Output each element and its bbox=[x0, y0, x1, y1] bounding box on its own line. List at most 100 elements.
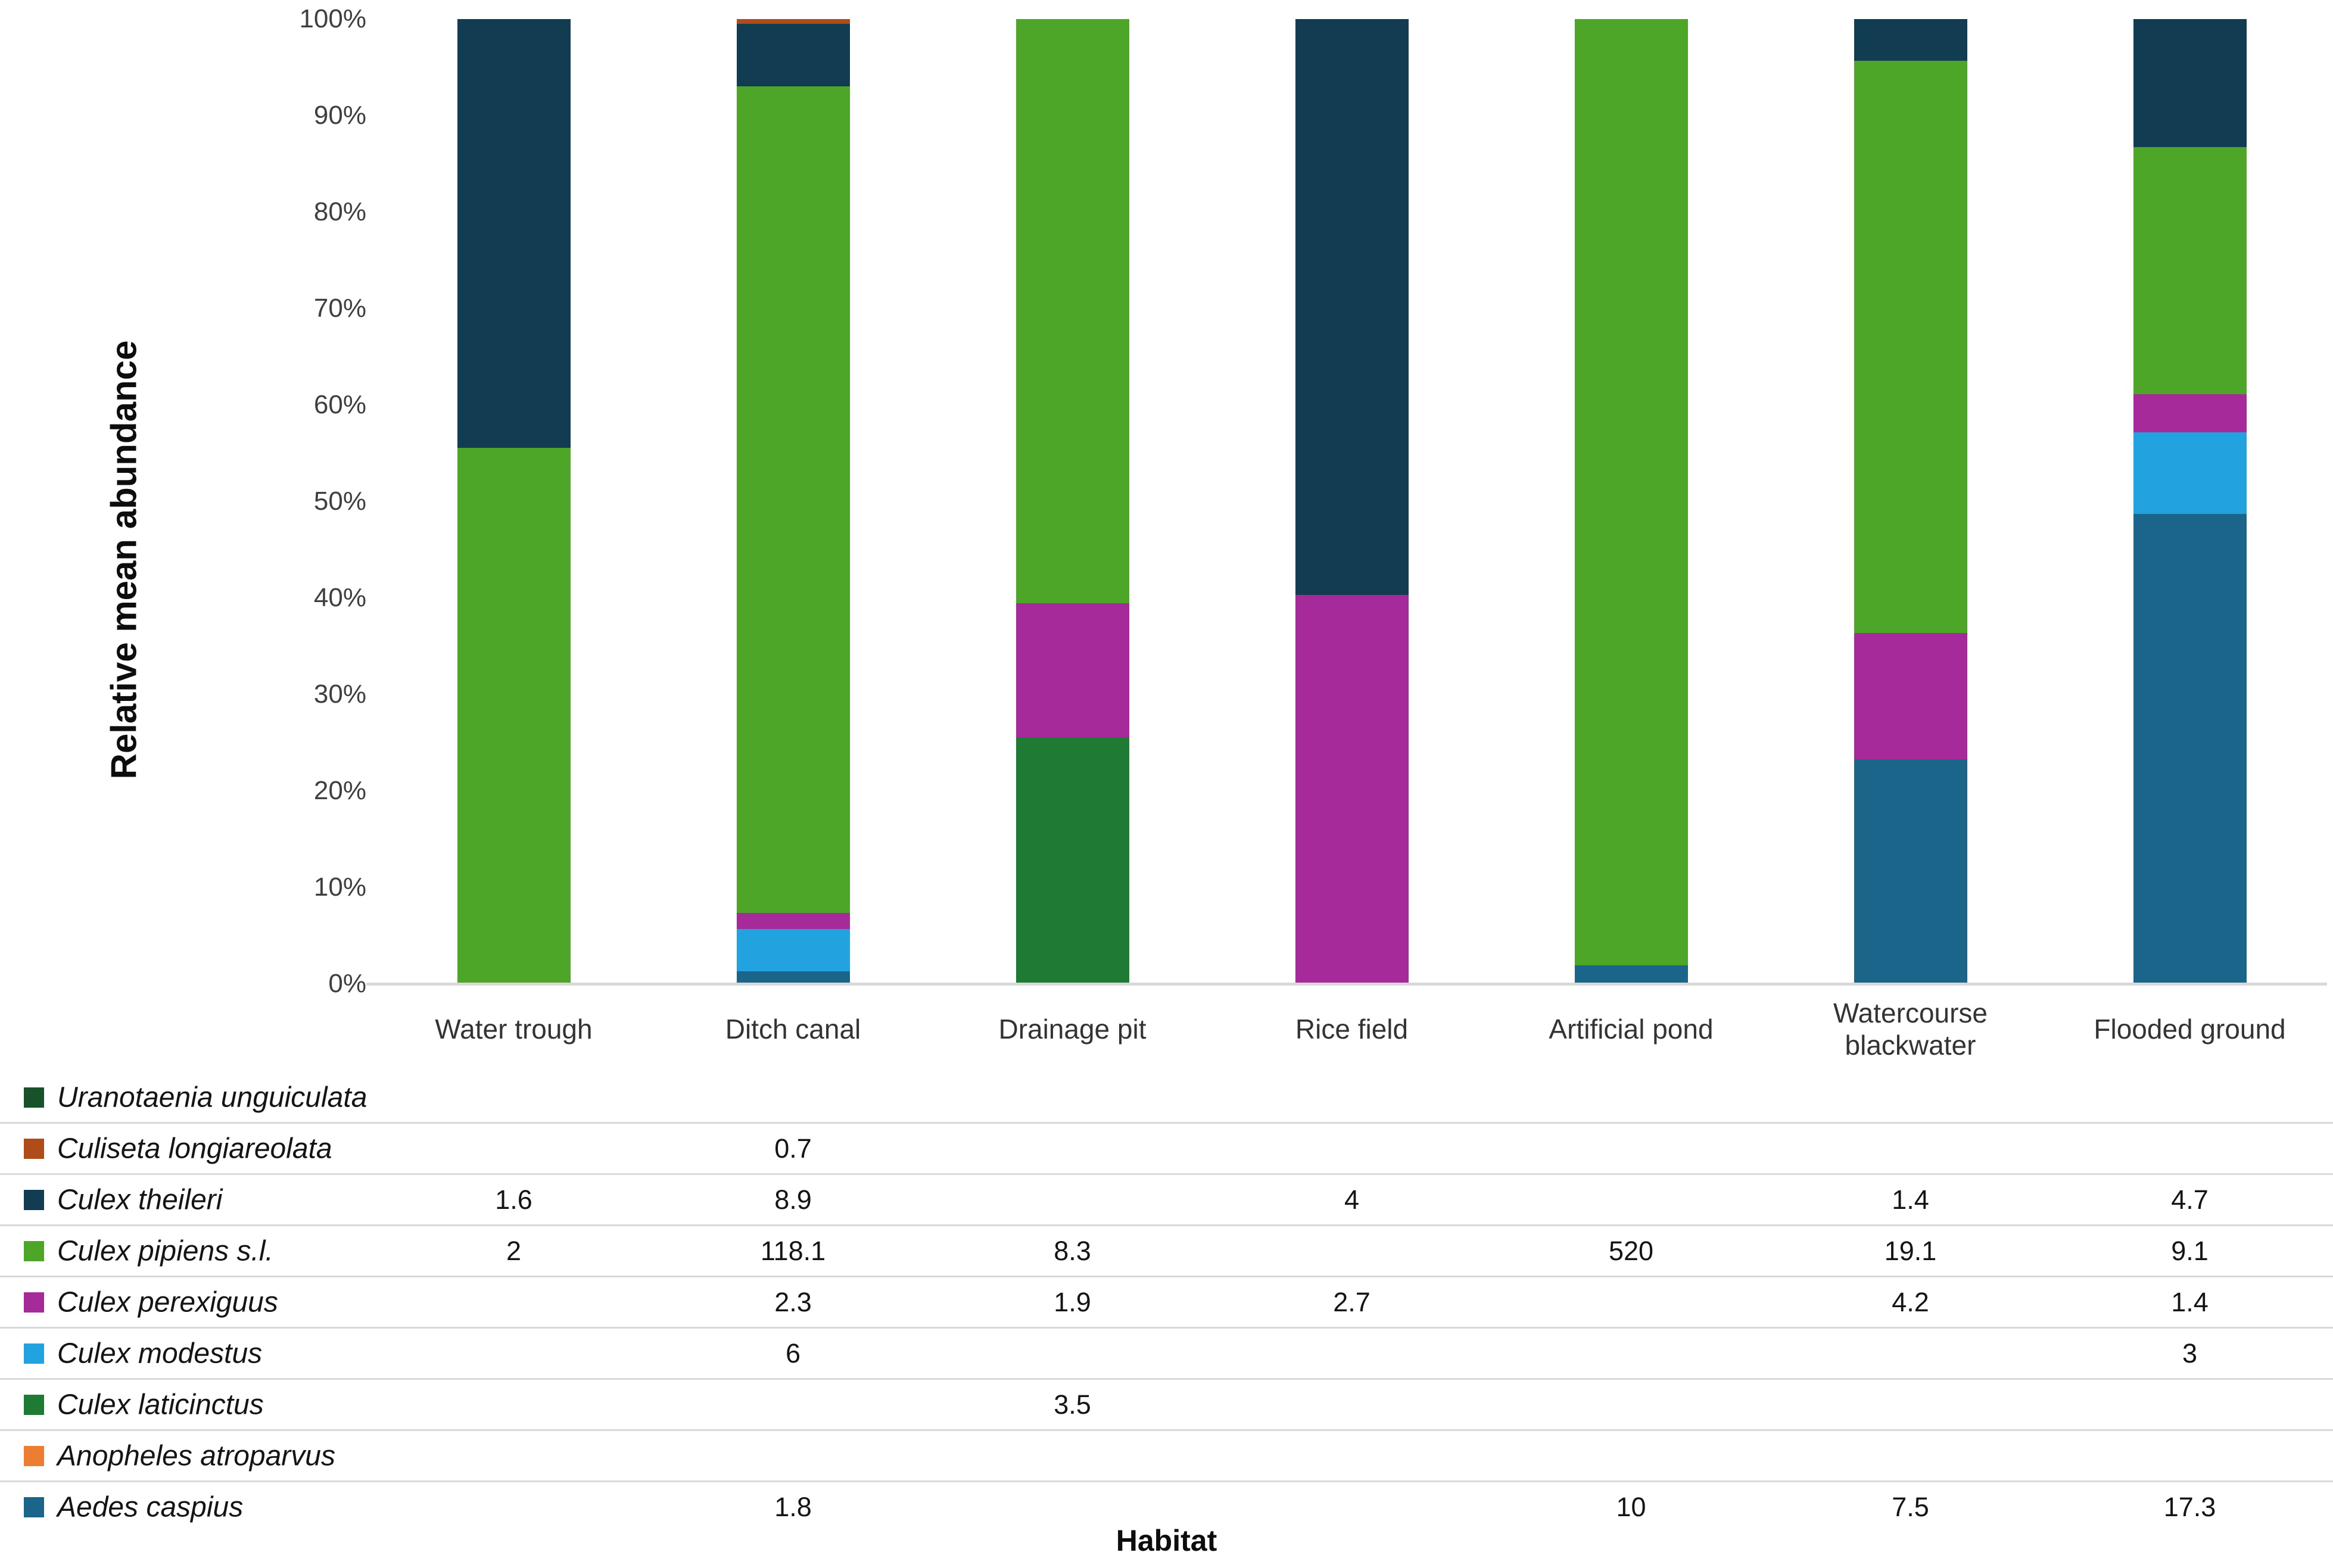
species-name: Uranotaenia unguiculata bbox=[57, 1081, 367, 1113]
value-cell: 8.3 bbox=[1054, 1235, 1091, 1266]
legend-row: Culex pipiens s.l. 2 118.1 8.3 520 19.1 9.1 bbox=[0, 1226, 2333, 1277]
bar-segment bbox=[1574, 19, 1688, 966]
species-name: Culiseta longiareolata bbox=[57, 1133, 332, 1164]
bar-segment bbox=[1295, 19, 1409, 596]
legend-swatch bbox=[24, 1343, 44, 1364]
x-axis-label: Flooded ground bbox=[2094, 1013, 2286, 1045]
bar-segment bbox=[1854, 19, 1967, 61]
value-cell: 19.1 bbox=[1884, 1235, 1937, 1266]
legend-swatch bbox=[24, 1138, 44, 1159]
bar-segment bbox=[457, 19, 571, 448]
legend-row: Aedes caspius 1.8 10 7.5 17.3 bbox=[0, 1482, 2333, 1532]
x-axis-label: Drainage pit bbox=[998, 1013, 1147, 1045]
bar-segment bbox=[2133, 394, 2247, 432]
bar-segment bbox=[736, 19, 850, 24]
legend-swatch bbox=[24, 1394, 44, 1415]
value-cell: 7.5 bbox=[1892, 1491, 1929, 1522]
y-axis-ticks: 100% 90% 80% 70% 60% 50% 40% 30% 20% 10% 0% bbox=[0, 4, 372, 998]
legend-swatch bbox=[24, 1292, 44, 1313]
y-tick-label: 30% bbox=[313, 679, 366, 709]
value-cell: 1.4 bbox=[1892, 1184, 1929, 1215]
bar-segment bbox=[1574, 965, 1688, 984]
bar-segment bbox=[1854, 759, 1967, 984]
bar-segment bbox=[2133, 432, 2247, 514]
y-tick-label: 80% bbox=[313, 197, 366, 226]
bar-segment bbox=[457, 448, 571, 984]
stacked-bar bbox=[736, 19, 850, 984]
value-cell: 118.1 bbox=[760, 1235, 826, 1266]
species-name: Culex theileri bbox=[57, 1184, 223, 1215]
y-tick-label: 0% bbox=[328, 969, 366, 998]
bar-segment bbox=[736, 86, 850, 914]
x-axis-label: Rice field bbox=[1295, 1013, 1409, 1045]
stacked-bar bbox=[1854, 19, 1967, 984]
value-cell: 1.6 bbox=[495, 1184, 532, 1215]
bar-segment bbox=[1016, 19, 1129, 604]
legend-row: Uranotaenia unguiculata bbox=[0, 1073, 2333, 1124]
bar-segment bbox=[1295, 595, 1409, 984]
plot-area bbox=[374, 19, 2329, 984]
x-axis-label: Ditch canal bbox=[725, 1013, 861, 1045]
stacked-bar bbox=[2133, 19, 2247, 984]
value-cell: 4.2 bbox=[1892, 1286, 1929, 1317]
value-cell: 10 bbox=[1616, 1491, 1646, 1522]
species-name: Anopheles atroparvus bbox=[57, 1440, 335, 1472]
stacked-bar bbox=[457, 19, 571, 984]
bar-segment bbox=[736, 24, 850, 86]
species-name: Culex pipiens s.l. bbox=[57, 1235, 273, 1267]
stacked-bar bbox=[1574, 19, 1688, 984]
x-axis-title: Habitat bbox=[1116, 1524, 1217, 1557]
bar-segment bbox=[1016, 603, 1129, 738]
value-cell: 2.7 bbox=[1333, 1286, 1370, 1317]
legend-row: Culex theileri 1.6 8.9 4 1.4 4.7 bbox=[0, 1175, 2333, 1226]
x-axis-label: Artificial pond bbox=[1549, 1013, 1714, 1045]
species-name: Culex laticinctus bbox=[57, 1389, 264, 1420]
bar-segment bbox=[1854, 61, 1967, 634]
value-cell: 2 bbox=[506, 1235, 522, 1266]
bar-segment bbox=[736, 913, 850, 930]
value-cell: 6 bbox=[785, 1338, 801, 1369]
y-tick-label: 90% bbox=[313, 101, 366, 130]
x-axis-label: Water trough bbox=[435, 1013, 593, 1045]
value-cell: 3 bbox=[2182, 1338, 2198, 1369]
y-tick-label: 100% bbox=[299, 4, 366, 33]
value-cell: 0.7 bbox=[774, 1133, 812, 1164]
x-axis-label: Watercourse blackwater bbox=[1833, 997, 1988, 1061]
legend-swatch bbox=[24, 1497, 44, 1517]
y-tick-label: 70% bbox=[313, 294, 366, 323]
y-tick-label: 50% bbox=[313, 487, 366, 516]
value-cell: 520 bbox=[1608, 1235, 1654, 1266]
bar-segment bbox=[736, 971, 850, 984]
x-axis-line bbox=[366, 983, 2327, 986]
value-cell: 1.8 bbox=[774, 1491, 812, 1522]
value-cell: 1.4 bbox=[2171, 1286, 2209, 1317]
bar-segment bbox=[2133, 146, 2247, 394]
value-cell: 3.5 bbox=[1054, 1389, 1091, 1420]
legend-row: Anopheles atroparvus bbox=[0, 1431, 2333, 1482]
y-tick-label: 40% bbox=[313, 583, 366, 612]
bar-segment bbox=[1854, 633, 1967, 759]
value-cell: 1.9 bbox=[1054, 1286, 1091, 1317]
legend-swatch bbox=[24, 1087, 44, 1108]
value-cell: 17.3 bbox=[2163, 1491, 2216, 1522]
stacked-bar bbox=[1016, 19, 1129, 984]
legend-row: Culex laticinctus 3.5 bbox=[0, 1380, 2333, 1431]
species-name: Culex modestus bbox=[57, 1338, 263, 1369]
x-axis-labels: Water trough Ditch canal Drainage pit Rice … bbox=[374, 986, 2329, 1073]
legend-row: Culex modestus 6 3 bbox=[0, 1329, 2333, 1380]
bar-segment bbox=[736, 929, 850, 971]
bar-segment bbox=[2133, 513, 2247, 984]
legend-row: Culiseta longiareolata 0.7 bbox=[0, 1124, 2333, 1175]
value-cell: 8.9 bbox=[774, 1184, 812, 1215]
value-cell: 4.7 bbox=[2171, 1184, 2209, 1215]
legend-table: Uranotaenia unguiculata Culiseta longiare… bbox=[0, 1073, 2333, 1532]
bar-segment bbox=[1016, 737, 1129, 984]
value-cell: 2.3 bbox=[774, 1286, 812, 1317]
value-cell: 9.1 bbox=[2171, 1235, 2209, 1266]
y-tick-label: 60% bbox=[313, 390, 366, 419]
legend-swatch bbox=[24, 1445, 44, 1466]
y-tick-label: 10% bbox=[313, 872, 366, 902]
stacked-bar bbox=[1295, 19, 1409, 984]
legend-swatch bbox=[24, 1240, 44, 1261]
